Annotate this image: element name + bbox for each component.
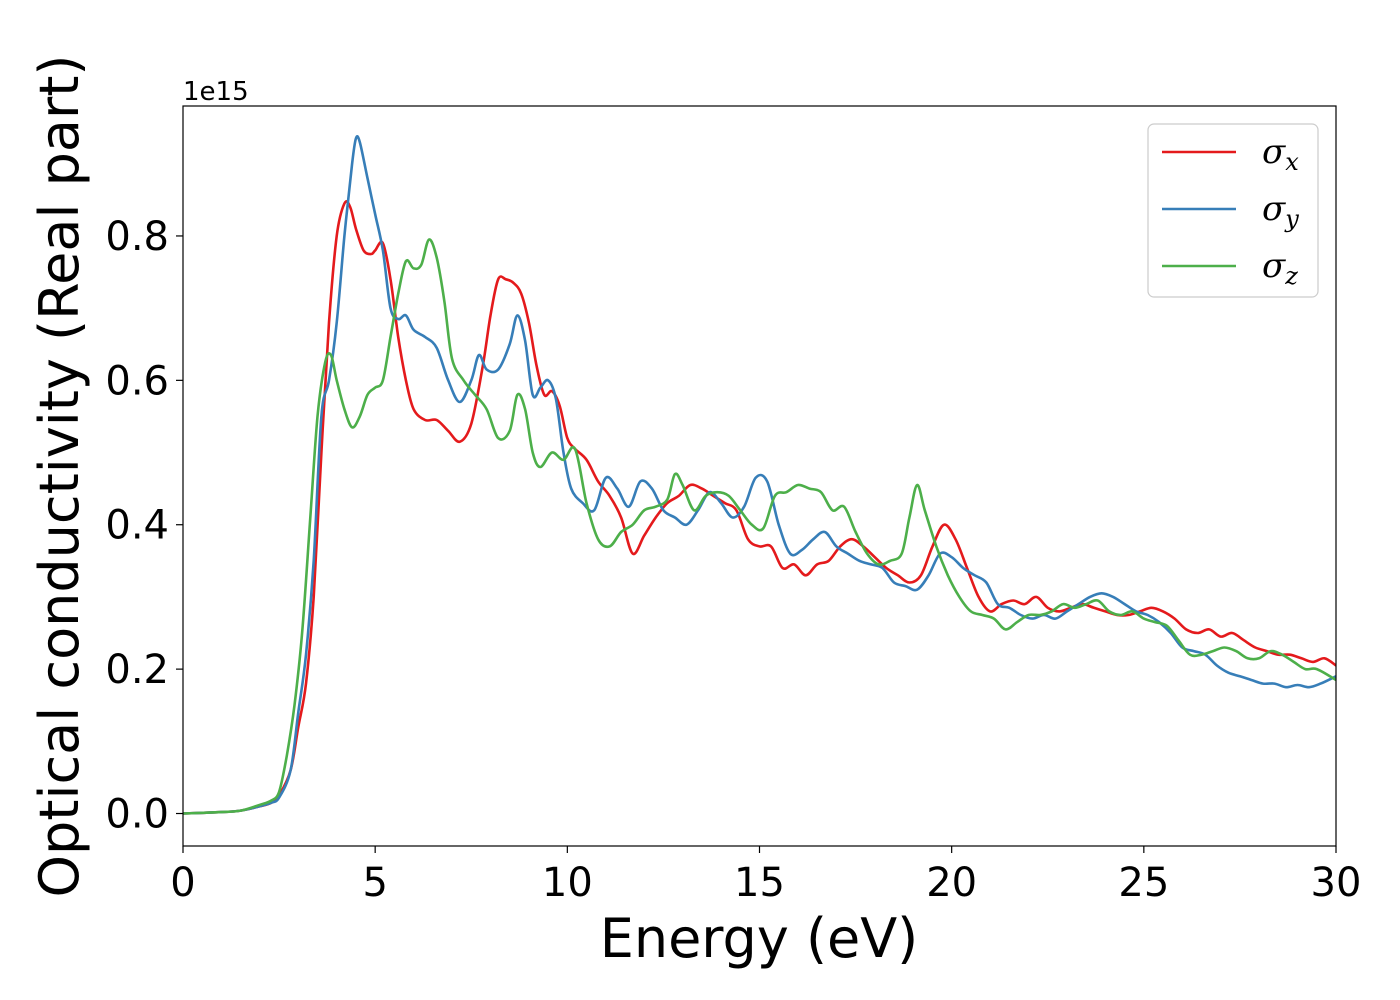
x-tick-label: 30 <box>1311 860 1362 906</box>
x-tick-label: 10 <box>542 860 593 906</box>
legend-label-sigma-x: σx <box>1262 132 1299 176</box>
legend-label-sigma-y: σy <box>1262 189 1299 233</box>
x-tick-label: 0 <box>170 860 195 906</box>
y-tick-label: 0.8 <box>105 214 169 260</box>
x-tick-label: 5 <box>362 860 387 906</box>
series-line-sigma-y <box>183 135 1336 815</box>
y-tick-label: 0.6 <box>105 358 169 404</box>
y-axis-title: Optical conductivity (Real part) <box>28 55 91 898</box>
x-tick-label: 15 <box>734 860 785 906</box>
y-tick-label: 0.0 <box>105 792 169 838</box>
legend-box <box>1147 123 1319 298</box>
x-tick-label: 25 <box>1118 860 1169 906</box>
series-line-sigma-x <box>183 200 1336 815</box>
y-offset-label: 1e15 <box>183 77 249 107</box>
series-layer <box>183 135 1336 815</box>
y-axis-ticks: 0.0 0.2 0.4 0.6 0.8 <box>105 214 183 838</box>
x-axis-title: Energy (eV) <box>600 907 919 970</box>
series-line-sigma-z <box>183 238 1336 815</box>
x-axis-ticks: 0 5 10 15 20 25 30 <box>170 846 1361 906</box>
legend: σx σy σz <box>1147 123 1319 298</box>
y-tick-label: 0.2 <box>105 647 169 693</box>
legend-label-sigma-z: σz <box>1262 246 1298 290</box>
y-tick-label: 0.4 <box>105 503 169 549</box>
x-tick-label: 20 <box>926 860 977 906</box>
